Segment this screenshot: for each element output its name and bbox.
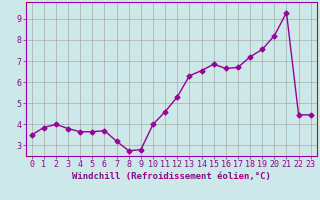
X-axis label: Windchill (Refroidissement éolien,°C): Windchill (Refroidissement éolien,°C) bbox=[72, 172, 271, 181]
